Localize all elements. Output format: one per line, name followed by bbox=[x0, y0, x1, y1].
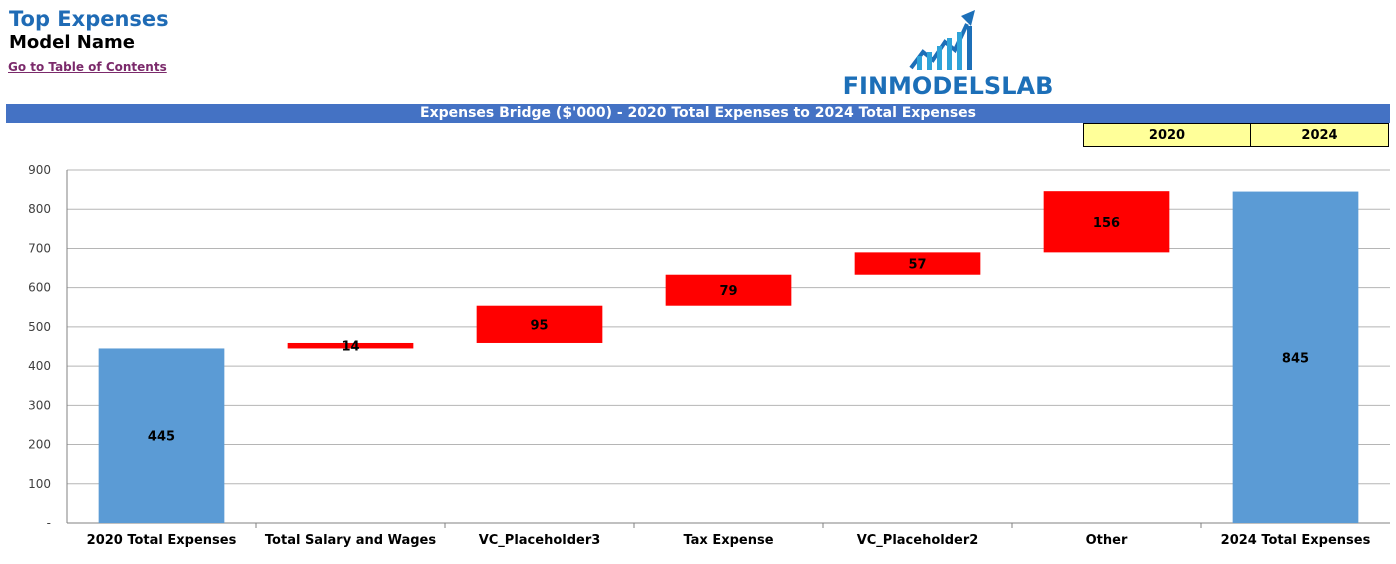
start-year-selector[interactable]: 2020 bbox=[1083, 123, 1251, 147]
y-tick-label: 700 bbox=[28, 241, 51, 255]
y-tick-label: 100 bbox=[28, 477, 51, 491]
logo-chart-icon bbox=[909, 10, 975, 70]
model-name: Model Name bbox=[9, 32, 135, 53]
waterfall-bar bbox=[98, 348, 225, 523]
x-category-label: 2024 Total Expenses bbox=[1221, 533, 1371, 548]
table-of-contents-link[interactable]: Go to Table of Contents bbox=[8, 60, 167, 74]
y-tick-label: 200 bbox=[28, 438, 51, 452]
expenses-bridge-chart: - 100 200 300 400 500 600 700 800 900 445 2020 Tota… bbox=[28, 163, 1390, 548]
y-tick-label: - bbox=[47, 516, 51, 530]
waterfall-bar bbox=[665, 274, 792, 306]
data-label: 79 bbox=[719, 284, 737, 299]
x-category-label: Total Salary and Wages bbox=[265, 533, 436, 548]
data-label: 14 bbox=[341, 340, 359, 355]
y-tick-label: 500 bbox=[28, 320, 51, 334]
data-label: 156 bbox=[1093, 216, 1120, 231]
x-category-label: Tax Expense bbox=[683, 533, 773, 548]
waterfall-bar bbox=[1232, 191, 1359, 524]
y-tick-label: 400 bbox=[28, 359, 51, 373]
x-category-label: 2020 Total Expenses bbox=[87, 533, 237, 548]
y-tick-label: 900 bbox=[28, 163, 51, 177]
waterfall-bar bbox=[1043, 191, 1170, 253]
data-label: 57 bbox=[908, 258, 926, 273]
chart-banner: Expenses Bridge ($'000) - 2020 Total Exp… bbox=[6, 104, 1390, 123]
waterfall-bar bbox=[854, 252, 981, 275]
page-title: Top Expenses bbox=[9, 7, 169, 31]
y-tick-label: 300 bbox=[28, 398, 51, 412]
waterfall-bar bbox=[287, 342, 414, 349]
x-category-label: Other bbox=[1086, 533, 1128, 548]
y-tick-label: 800 bbox=[28, 202, 51, 216]
logo-text: FINMODELSLAB bbox=[842, 72, 1054, 100]
y-tick-label: 600 bbox=[28, 281, 51, 295]
data-label: 445 bbox=[148, 430, 175, 445]
finmodelslab-logo: FINMODELSLAB bbox=[833, 6, 1063, 100]
data-label: 845 bbox=[1282, 351, 1309, 366]
waterfall-bar bbox=[476, 305, 603, 343]
end-year-selector[interactable]: 2024 bbox=[1250, 123, 1389, 147]
data-label: 95 bbox=[530, 318, 548, 333]
x-category-label: VC_Placeholder2 bbox=[857, 533, 979, 548]
x-category-label: VC_Placeholder3 bbox=[479, 533, 601, 548]
